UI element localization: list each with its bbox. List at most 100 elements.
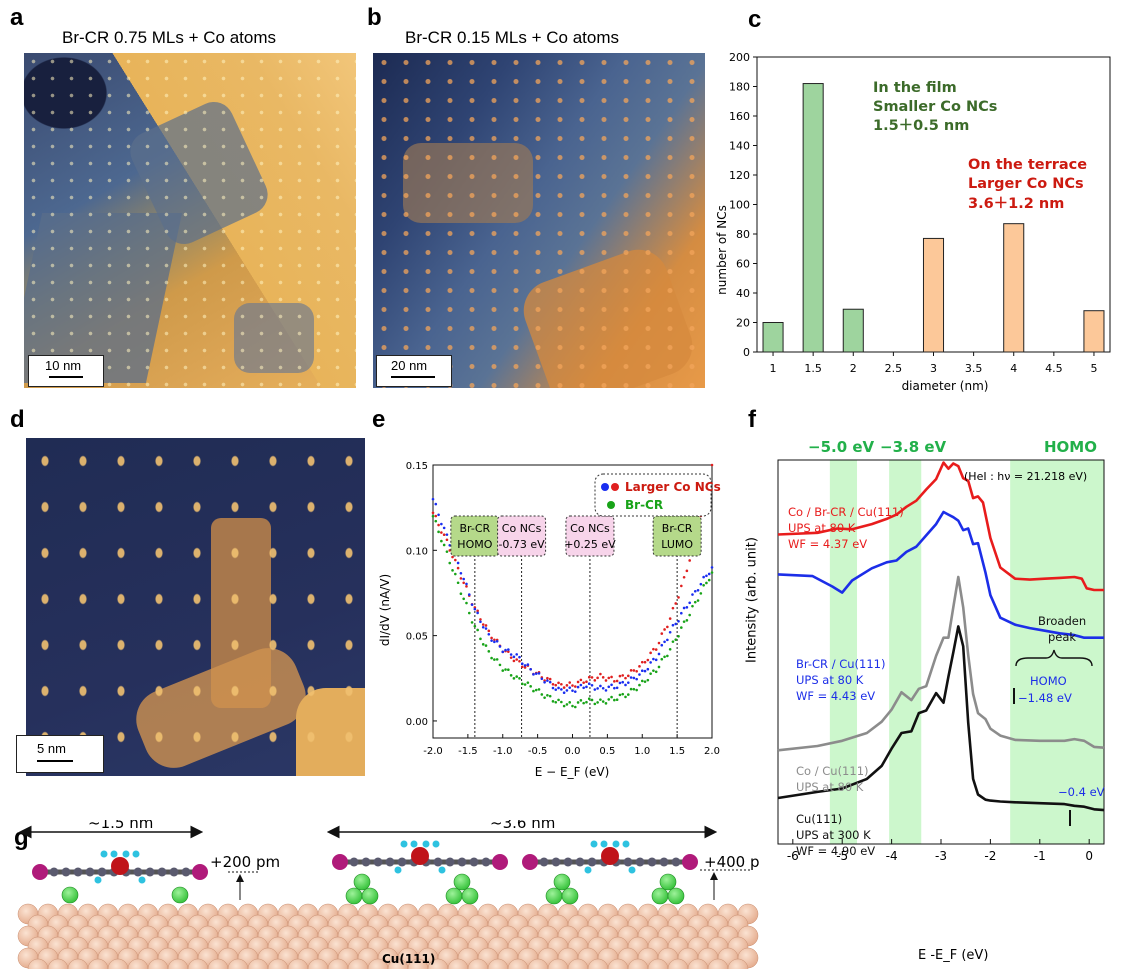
didv-point bbox=[509, 656, 513, 659]
co-atom bbox=[445, 887, 463, 905]
didv-point bbox=[696, 599, 700, 602]
didv-point bbox=[565, 684, 569, 687]
didv-point bbox=[643, 680, 647, 683]
didv-point bbox=[571, 704, 574, 708]
didv-point bbox=[501, 669, 505, 672]
c-xtick-label: 3.5 bbox=[965, 362, 983, 375]
didv-point bbox=[548, 694, 552, 698]
didv-point bbox=[462, 581, 465, 585]
cu-atom bbox=[47, 958, 69, 969]
svg-text:peak: peak bbox=[1048, 630, 1076, 644]
e-xtick-label: -2.0 bbox=[423, 746, 443, 757]
panel-a-letter: a bbox=[10, 4, 24, 31]
didv-point bbox=[509, 674, 513, 677]
cu-atom bbox=[327, 958, 349, 969]
didv-point bbox=[646, 658, 650, 662]
didv-point bbox=[520, 665, 524, 669]
hydrogen-atom bbox=[122, 850, 130, 858]
didv-chart: 0.00 0.05 0.10 0.15 -2.0 -1.5 -1.0 -0.5 0.0 0.5 1.… bbox=[378, 461, 721, 779]
didv-point bbox=[551, 682, 555, 686]
didv-point bbox=[490, 656, 493, 660]
didv-point bbox=[674, 602, 678, 605]
didv-point bbox=[593, 688, 597, 691]
histogram-bar bbox=[762, 322, 784, 353]
histogram-bar bbox=[802, 83, 824, 353]
c-ytick-label: 140 bbox=[729, 140, 750, 153]
svg-text:−5.0 eV: −5.0 eV bbox=[808, 438, 875, 456]
didv-point bbox=[652, 669, 655, 672]
co-atom bbox=[545, 887, 563, 905]
didv-point bbox=[710, 566, 714, 569]
e-ytick-label: 0.10 bbox=[406, 546, 428, 557]
carbon-atom bbox=[85, 867, 95, 877]
svg-text:UPS at 80 K: UPS at 80 K bbox=[796, 780, 864, 794]
f-energy-band bbox=[889, 460, 922, 844]
didv-point bbox=[579, 683, 583, 687]
e-ytick-label: 0.15 bbox=[406, 461, 428, 472]
svg-text:Br-CR / Cu(111): Br-CR / Cu(111) bbox=[796, 657, 885, 671]
didv-point bbox=[507, 650, 510, 653]
didv-point bbox=[601, 700, 605, 703]
didv-point bbox=[688, 559, 691, 562]
c-xtick-label: 2.5 bbox=[885, 362, 903, 375]
c-ytick-label: 100 bbox=[729, 199, 750, 212]
cu-atom bbox=[247, 958, 269, 969]
didv-point bbox=[560, 688, 563, 691]
f-energy-band bbox=[829, 460, 858, 844]
didv-point bbox=[487, 629, 491, 633]
cu-atom bbox=[727, 958, 749, 969]
didv-point bbox=[668, 648, 672, 651]
stm-image-b bbox=[373, 53, 705, 388]
didv-point bbox=[618, 674, 622, 678]
didv-point bbox=[657, 641, 661, 645]
svg-text:UPS at 80 K: UPS at 80 K bbox=[788, 521, 856, 535]
scale-bar-b: 20 nm bbox=[376, 355, 452, 387]
cu-atom bbox=[507, 958, 529, 969]
ups-spectrum-line bbox=[777, 510, 1104, 639]
scale-bar-d: 5 nm bbox=[16, 735, 104, 773]
didv-point bbox=[512, 677, 516, 680]
didv-point bbox=[652, 657, 655, 661]
c-ytick-label: 180 bbox=[729, 81, 750, 94]
carbon-atom bbox=[481, 857, 491, 867]
didv-point bbox=[571, 689, 574, 692]
histogram-bar bbox=[922, 237, 945, 353]
carbon-atom bbox=[457, 857, 467, 867]
didv-point bbox=[546, 693, 549, 697]
f-xtick-label: -4 bbox=[886, 849, 898, 860]
bromine-atom bbox=[522, 854, 538, 870]
hydrogen-atom bbox=[612, 840, 620, 848]
didv-point bbox=[582, 686, 585, 690]
broaden-peak-note: Broaden peak bbox=[1015, 614, 1093, 667]
didv-point bbox=[663, 640, 666, 644]
didv-point bbox=[540, 677, 544, 681]
didv-point bbox=[707, 578, 711, 582]
svg-text:UPS at 300 K: UPS at 300 K bbox=[796, 828, 871, 842]
didv-point bbox=[632, 676, 636, 680]
svg-text:In the film: In the film bbox=[873, 80, 957, 96]
didv-point bbox=[504, 648, 507, 652]
didv-point bbox=[643, 669, 647, 673]
e-annotation-box bbox=[565, 515, 615, 557]
carbon-atom bbox=[635, 857, 645, 867]
co-atom bbox=[667, 887, 685, 905]
didv-point bbox=[618, 693, 622, 697]
didv-point bbox=[523, 664, 527, 667]
didv-point bbox=[693, 589, 697, 593]
carbon-atom bbox=[361, 857, 371, 867]
hydrogen-atom bbox=[100, 850, 108, 858]
didv-point bbox=[671, 640, 675, 643]
svg-text:On the terrace: On the terrace bbox=[968, 157, 1087, 173]
didv-point bbox=[481, 643, 485, 646]
didv-point bbox=[654, 670, 658, 674]
panel-e-letter: e bbox=[372, 406, 386, 433]
didv-point bbox=[646, 678, 650, 682]
svg-text:Co / Br-CR / Cu(111): Co / Br-CR / Cu(111) bbox=[788, 505, 904, 519]
e-annotation-line1: Co NCs bbox=[570, 522, 610, 535]
didv-point bbox=[495, 639, 499, 643]
stm-image-d bbox=[26, 438, 365, 776]
hydrogen-atom bbox=[584, 866, 592, 874]
e-xtick-label: -1.0 bbox=[493, 746, 513, 757]
histogram-bar bbox=[1003, 223, 1025, 353]
hydrogen-atom bbox=[628, 866, 636, 874]
